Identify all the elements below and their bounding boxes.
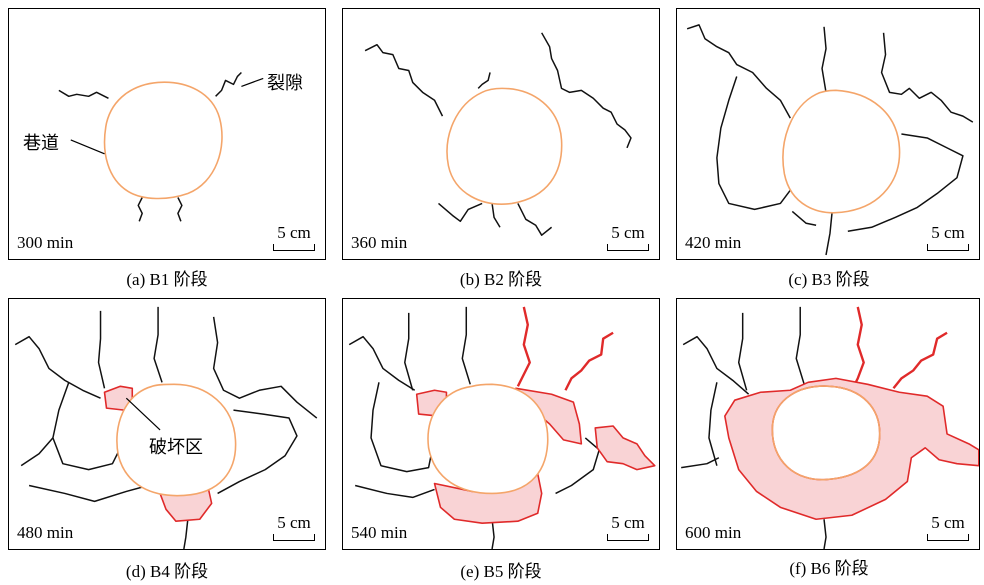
caption-b: (b) B2 阶段 <box>459 270 543 289</box>
panel-d: 破坏区 480 min 5 cm <box>8 298 326 550</box>
time-label: 540 min <box>351 523 408 542</box>
crack-bottom <box>183 519 189 549</box>
time-label: 480 min <box>17 523 74 542</box>
crack-top-right <box>880 32 974 123</box>
scale-bar: 5 cm <box>273 224 315 251</box>
scale-text: 5 cm <box>277 513 311 532</box>
damage-zone-ring <box>724 377 979 521</box>
crack-top-right <box>541 32 632 149</box>
panel-a: 裂隙 巷道 300 min 5 cm <box>8 8 326 260</box>
crack-top-left <box>348 335 416 391</box>
tunnel-outline <box>116 383 237 497</box>
crack-top-mid <box>477 72 491 89</box>
crack-top-a <box>404 312 414 391</box>
scale-text: 5 cm <box>931 223 965 242</box>
crack-bottom-right <box>517 203 553 236</box>
tunnel-outline <box>446 87 563 205</box>
crack-left-loop <box>370 382 434 473</box>
panel-e-figure <box>348 306 656 549</box>
crack-top-mid <box>821 26 827 93</box>
caption-f: (f) B6 阶段 <box>789 559 869 578</box>
scale-text: 5 cm <box>611 513 645 532</box>
red-crack-top-a <box>516 306 531 387</box>
scale-line <box>607 244 649 251</box>
scale-bar: 5 cm <box>607 224 649 251</box>
caption-d: (d) B4 阶段 <box>125 562 209 581</box>
crack-bottom-left <box>791 210 817 226</box>
crack-bottom-right <box>177 197 183 222</box>
red-crack-top-b <box>892 331 948 390</box>
crack-top-b <box>795 306 805 385</box>
scale-line <box>927 244 969 251</box>
panel-c-figure <box>686 24 974 256</box>
crack-top-a <box>737 312 748 391</box>
time-label: 600 min <box>685 523 742 542</box>
crack-bottom <box>823 519 827 549</box>
crack-right-loop <box>217 409 298 495</box>
crack-top-left <box>686 24 791 119</box>
crack-top-left <box>364 43 444 117</box>
panel-e: 540 min 5 cm <box>342 298 660 550</box>
crack-top-b <box>461 306 471 385</box>
scale-text: 5 cm <box>931 513 965 532</box>
scale-line <box>273 534 315 541</box>
crack-bottom-left <box>137 197 143 222</box>
scale-line <box>927 534 969 541</box>
crack-top-c <box>212 316 318 419</box>
panel-c: 420 min 5 cm <box>676 8 980 260</box>
panel-b: 360 min 5 cm <box>342 8 660 260</box>
panel-f-figure <box>681 306 979 549</box>
crack-bottom-mid <box>491 203 501 228</box>
damage-label: 破坏区 <box>149 437 203 458</box>
time-label: 420 min <box>685 233 742 252</box>
scale-bar: 5 cm <box>607 514 649 541</box>
panel-f: 600 min 5 cm <box>676 298 980 550</box>
panel-b-figure <box>364 32 632 236</box>
scale-bar: 5 cm <box>273 514 315 541</box>
crack-left-loop <box>708 382 718 466</box>
tunnel-leader <box>70 139 105 155</box>
crack-left <box>58 89 109 99</box>
tunnel-label: 巷道 <box>23 133 59 154</box>
crack-right <box>215 71 242 97</box>
scale-bar: 5 cm <box>927 514 969 541</box>
damage-leader <box>125 397 161 431</box>
crack-bottom-left <box>438 202 483 223</box>
tunnel-outline <box>782 89 901 214</box>
panel-d-figure <box>14 306 318 549</box>
scale-text: 5 cm <box>611 223 645 242</box>
crack-top-b <box>153 306 163 383</box>
crack-bottom <box>491 519 495 549</box>
scale-text: 5 cm <box>277 223 311 242</box>
red-crack-top-a <box>852 306 865 387</box>
crack-left-loop <box>716 76 793 211</box>
crack-leader <box>241 77 264 87</box>
tunnel-outline <box>427 383 549 495</box>
crack-top-a <box>97 310 106 389</box>
time-label: 360 min <box>351 233 408 252</box>
crack-label: 裂隙 <box>267 73 303 94</box>
scale-line <box>273 244 315 251</box>
caption-a: (a) B1 阶段 <box>126 270 208 289</box>
tunnel-outline <box>103 81 223 200</box>
crack-right-loop <box>847 133 964 232</box>
caption-c: (c) B3 阶段 <box>788 270 870 289</box>
time-label: 300 min <box>17 233 74 252</box>
crack-left-loop <box>52 382 122 471</box>
crack-left-low <box>681 457 720 469</box>
crack-bottom-left <box>354 484 435 499</box>
crack-bottom-left <box>28 484 149 503</box>
panel-a-figure <box>58 71 264 222</box>
scale-bar: 5 cm <box>927 224 969 251</box>
scale-line <box>607 534 649 541</box>
crack-left-low <box>20 437 54 467</box>
tunnel-outline <box>771 385 881 481</box>
crack-bottom <box>825 213 833 256</box>
crack-top-left <box>14 335 101 399</box>
red-crack-top-b <box>564 331 614 391</box>
crack-top-left <box>682 335 750 395</box>
caption-e: (e) B5 阶段 <box>460 562 542 581</box>
crack-right <box>555 437 600 495</box>
damage-zone-far-right <box>594 425 656 471</box>
